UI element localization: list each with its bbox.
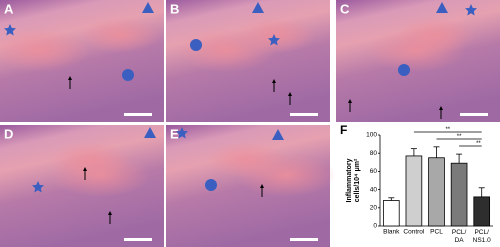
error-bar: [410, 148, 417, 156]
x-tick-label: PCL: [430, 229, 443, 236]
panel: E: [166, 125, 336, 247]
panel: C: [336, 0, 500, 122]
significance: **: [413, 127, 482, 133]
significance-label: **: [457, 134, 462, 140]
y-tick-label: 60: [370, 168, 378, 175]
significance: **: [459, 141, 482, 147]
bar-chart: F Inflammatory cells/10⁴ μm² 0 20 40 60 80 100 Bl…: [340, 123, 493, 244]
error-bar: [478, 187, 485, 197]
scale-bar: [460, 113, 488, 116]
marker-circ: [205, 179, 217, 191]
panel-label: C: [340, 1, 350, 16]
error-bar: [388, 197, 395, 201]
error-bar: [433, 146, 440, 158]
y-axis-label: cells/10⁴ μm²: [354, 158, 361, 202]
panel-label: F: [340, 123, 347, 137]
tissue-region: [50, 142, 130, 178]
panel-label: B: [170, 1, 179, 16]
marker-circ: [190, 39, 202, 51]
x-tick-label: PCL/NS1.0: [473, 229, 491, 244]
tissue-region: [0, 28, 90, 72]
marker-circ: [122, 69, 134, 81]
x-tick-label: Blank: [383, 229, 400, 236]
scale-bar: [124, 113, 152, 116]
tissue-region: [80, 17, 160, 53]
x-tick-label: Control: [403, 229, 425, 236]
y-tick-label: 0: [373, 223, 377, 230]
bar: [473, 196, 491, 227]
panel: B: [166, 0, 330, 122]
significance: **: [436, 134, 482, 140]
significance-label: **: [476, 141, 481, 147]
bar: [428, 157, 445, 227]
error-bar: [456, 153, 463, 164]
panel-label: A: [4, 1, 14, 16]
marker-circ: [398, 64, 410, 76]
bar: [382, 200, 400, 227]
scale-bar: [124, 238, 152, 241]
tissue-region: [206, 142, 286, 178]
y-tick-label: 100: [366, 132, 377, 139]
x-tick-label: PCL/DA: [452, 229, 467, 244]
scale-bar: [290, 238, 318, 241]
bar: [405, 155, 423, 227]
scale-bar: [290, 113, 318, 116]
significance-label: **: [445, 127, 450, 133]
tissue-region: [396, 17, 476, 53]
bar: [450, 162, 468, 227]
y-tick-label: 40: [370, 186, 378, 193]
y-axis-label: Inflammatory: [346, 158, 353, 202]
panel-label: D: [4, 126, 13, 141]
tissue-region: [236, 17, 316, 53]
panel: D: [0, 125, 164, 247]
panel-label: E: [170, 126, 179, 141]
panel: A: [0, 0, 164, 122]
y-tick-label: 80: [370, 150, 378, 157]
y-tick-label: 20: [370, 205, 378, 212]
